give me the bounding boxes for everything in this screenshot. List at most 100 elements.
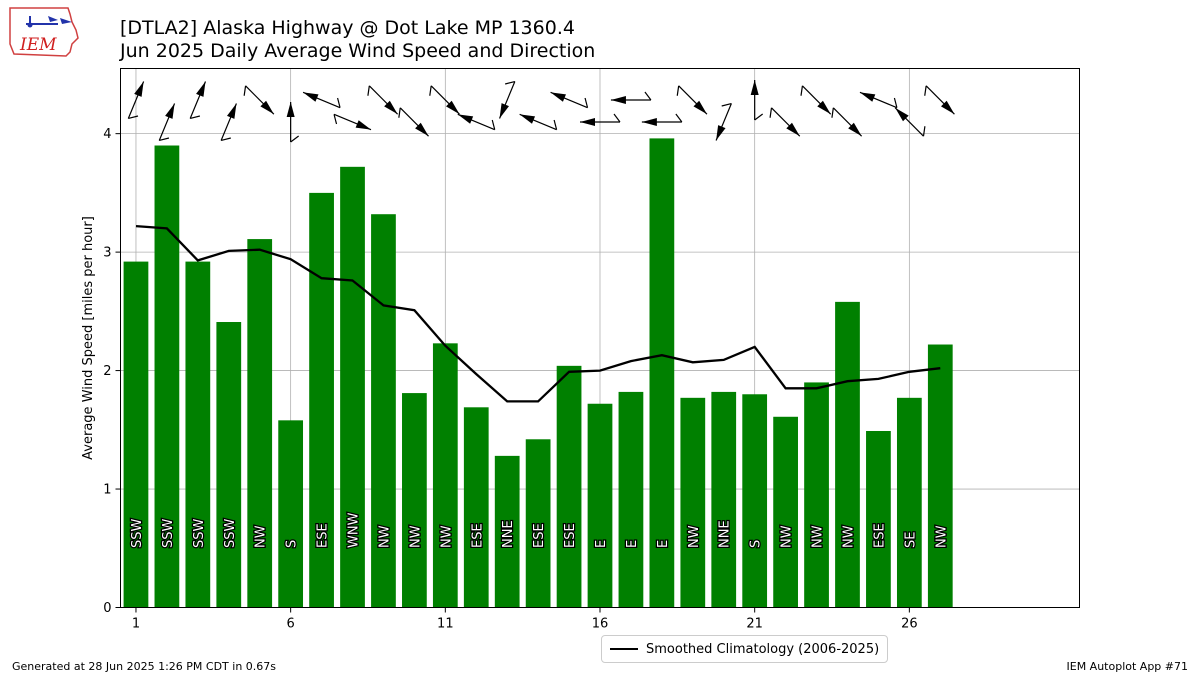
- bar: [494, 455, 520, 608]
- direction-labels: SSW SSW SSW SSW NW S ESE WNW NW NW NW ESE NNE ESE ESE E…: [129, 511, 951, 549]
- direction-label: NW: [841, 525, 856, 548]
- app-note: IEM Autoplot App #71: [1066, 660, 1189, 673]
- wind-arrow: [302, 91, 341, 109]
- direction-label: S: [285, 540, 300, 548]
- direction-label: SSW: [192, 518, 207, 548]
- wind-arrow: [550, 91, 589, 109]
- direction-label: NW: [811, 525, 826, 548]
- logo-text: IEM: [19, 35, 57, 55]
- direction-label: NW: [377, 525, 392, 548]
- x-tick-label: 11: [437, 617, 454, 632]
- wind-arrow: [894, 107, 926, 137]
- y-axis-label: Average Wind Speed [miles per hour]: [81, 216, 96, 460]
- wind-arrow: [333, 113, 372, 131]
- bar: [835, 301, 860, 608]
- climatology-line-group: [135, 224, 941, 403]
- wind-arrow: [924, 85, 955, 115]
- iem-logo: IEM: [6, 4, 80, 62]
- bar: [525, 439, 551, 608]
- direction-label: SSW: [130, 518, 145, 548]
- x-tick-label: 16: [592, 617, 609, 632]
- bar: [742, 394, 768, 608]
- wind-arrow: [457, 113, 496, 131]
- bar: [587, 403, 613, 608]
- wind-arrow: [127, 81, 145, 120]
- y-tick-label: 4: [103, 127, 111, 142]
- bar: [309, 192, 334, 608]
- direction-label: NNE: [718, 520, 733, 548]
- bar: [463, 407, 489, 608]
- direction-label: ESE: [563, 523, 578, 548]
- wind-arrow: [158, 103, 176, 142]
- direction-label: ESE: [470, 523, 485, 548]
- legend-label: Smoothed Climatology (2006-2025): [646, 641, 880, 657]
- direction-label: ESE: [872, 523, 887, 548]
- wind-arrow: [831, 107, 863, 137]
- direction-arrows: [127, 80, 955, 143]
- bar: [154, 145, 180, 608]
- direction-label: ESE: [532, 523, 547, 548]
- wind-arrow: [286, 102, 300, 143]
- wind-arrow: [715, 102, 732, 141]
- bar: [927, 344, 953, 608]
- wind-arrow: [610, 91, 652, 104]
- x-tick-label: 26: [901, 617, 918, 632]
- bar: [216, 322, 242, 608]
- direction-label: S: [749, 540, 764, 548]
- y-tick-label: 3: [103, 246, 111, 261]
- wind-arrow: [580, 113, 621, 126]
- bar: [896, 397, 922, 608]
- bar: [866, 430, 891, 608]
- wind-arrow: [429, 85, 460, 115]
- bar: [340, 166, 365, 608]
- wind-arrow: [800, 85, 832, 115]
- bar: [247, 239, 273, 608]
- direction-label: SSW: [161, 518, 176, 548]
- bar: [278, 420, 304, 608]
- direction-label: E: [594, 540, 609, 548]
- direction-label: NW: [254, 525, 269, 548]
- wind-arrow: [676, 85, 708, 115]
- bar: [432, 343, 458, 608]
- bar: [711, 391, 737, 608]
- chart-title: [DTLA2] Alaska Highway @ Dot Lake MP 136…: [120, 17, 575, 39]
- wind-arrow: [220, 103, 237, 142]
- direction-label: E: [656, 540, 671, 548]
- bar: [556, 365, 582, 608]
- bar: [402, 393, 427, 608]
- climatology-line: [135, 224, 941, 403]
- bar: [680, 397, 706, 608]
- bars: [123, 138, 953, 608]
- bar: [618, 391, 644, 608]
- direction-label: SSW: [223, 518, 238, 548]
- direction-label: NW: [780, 525, 795, 548]
- wind-arrow: [641, 113, 683, 126]
- x-tick-label: 6: [287, 617, 295, 632]
- legend: Smoothed Climatology (2006-2025): [601, 635, 889, 663]
- wind-arrow: [398, 107, 429, 137]
- direction-label: SE: [903, 532, 918, 548]
- generated-note: Generated at 28 Jun 2025 1:26 PM CDT in …: [12, 660, 277, 673]
- wind-arrow: [769, 107, 801, 137]
- y-tick-label: 1: [103, 483, 111, 498]
- x-tick-label: 21: [746, 617, 763, 632]
- wind-arrow: [367, 85, 399, 115]
- y-tick-label: 2: [103, 364, 111, 379]
- wind-arrow: [519, 113, 558, 131]
- wind-arrow: [859, 91, 898, 109]
- wind-arrow: [189, 81, 207, 120]
- direction-label: WNW: [347, 512, 362, 548]
- bar: [804, 382, 829, 608]
- legend-line-swatch: [610, 648, 638, 650]
- y-tick-label: 0: [103, 601, 111, 616]
- chart-subtitle: Jun 2025 Daily Average Wind Speed and Di…: [120, 40, 596, 62]
- direction-label: ESE: [316, 523, 331, 548]
- direction-label: NW: [408, 525, 423, 548]
- bar: [123, 261, 149, 608]
- wind-arrow: [498, 80, 516, 119]
- direction-label: NNE: [501, 520, 516, 548]
- direction-label: E: [625, 540, 640, 548]
- bar: [185, 261, 211, 608]
